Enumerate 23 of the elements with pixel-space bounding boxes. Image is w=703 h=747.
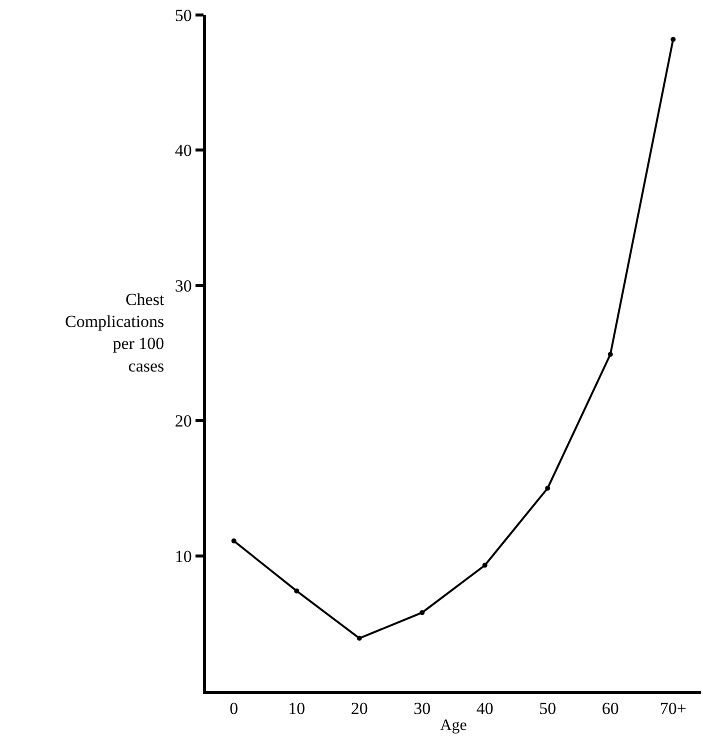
y-tick-label: 10: [174, 546, 192, 566]
y-tick-label: 50: [174, 6, 192, 25]
point: [545, 486, 550, 491]
x-tick-label: 50: [539, 699, 556, 718]
x-tick-label: 30: [414, 699, 431, 718]
point: [294, 588, 300, 594]
y-tick-label: 30: [174, 276, 192, 296]
x-tick-label: 70+: [660, 699, 686, 718]
x-axis-title: Age: [440, 716, 467, 734]
y-axis-title: Chest Complications per 100 cases: [65, 290, 164, 376]
point: [482, 562, 488, 568]
point: [420, 610, 425, 616]
y-tick-label: 40: [174, 141, 192, 160]
point: [356, 636, 362, 641]
x-tick-label: 20: [350, 699, 368, 718]
point: [670, 36, 676, 42]
x-tick-label: 10: [288, 699, 306, 718]
x-tick-label: 0: [230, 699, 238, 718]
point: [231, 538, 236, 544]
x-tick-label: 40: [476, 699, 494, 718]
x-tick-label: 60: [602, 699, 619, 718]
y-tick-label: 20: [174, 412, 192, 431]
point: [608, 352, 613, 357]
